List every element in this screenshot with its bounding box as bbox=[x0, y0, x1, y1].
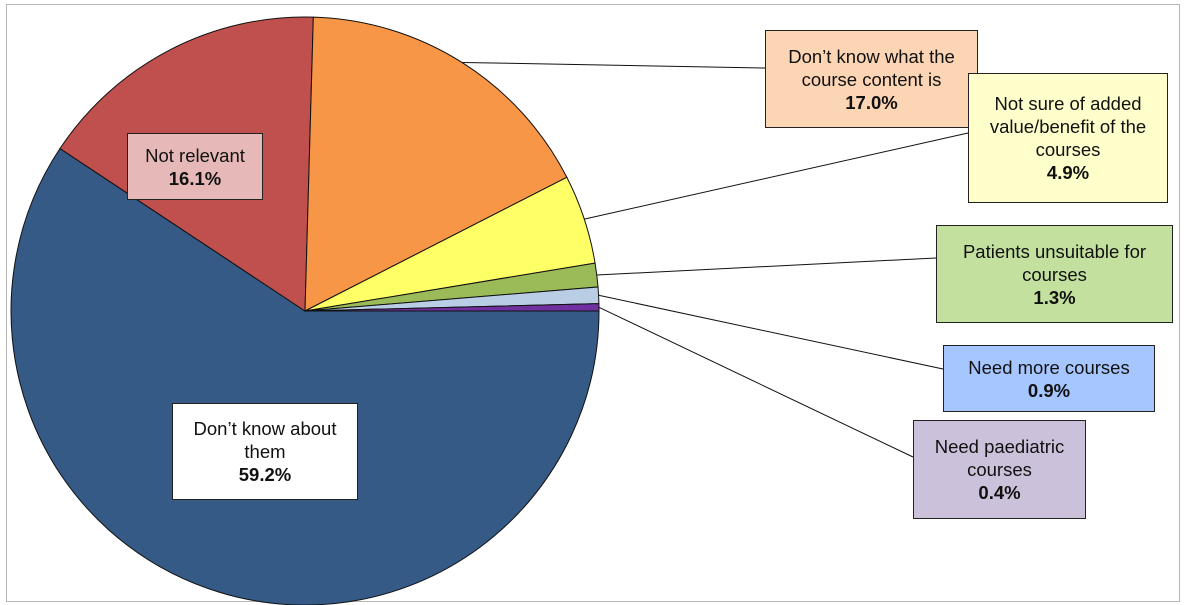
data-label-text: Not sure of added bbox=[994, 93, 1142, 114]
pie-slice-0 bbox=[10, 147, 600, 605]
leader-line-6 bbox=[598, 306, 914, 458]
data-label-value: 1.3% bbox=[1033, 286, 1076, 308]
pie-slice-2 bbox=[304, 16, 568, 312]
pie-slices bbox=[10, 16, 600, 605]
leader-lines bbox=[462, 61, 969, 458]
leader-line-2 bbox=[462, 61, 766, 69]
leader-line-5 bbox=[598, 294, 944, 370]
data-label-value: 4.9% bbox=[1046, 162, 1090, 183]
data-label-0: Don’t know about them 59.2% bbox=[172, 403, 358, 500]
data-label-text: Need more courses bbox=[968, 356, 1130, 378]
data-label-3: Not sure of added value/benefit of the cou… bbox=[968, 73, 1168, 203]
leader-line-4 bbox=[596, 257, 937, 276]
data-label-value: 17.0% bbox=[845, 91, 898, 113]
data-label-text: Need paediatric bbox=[934, 436, 1065, 457]
data-label-text: them bbox=[244, 441, 286, 462]
data-label-text: Don’t know about bbox=[193, 418, 337, 439]
data-label-2: Don’t know what the course content is 17.0… bbox=[765, 30, 978, 128]
data-label-text: Don’t know what the bbox=[788, 45, 955, 67]
data-label-value: 59.2% bbox=[238, 464, 292, 485]
data-label-text: Not relevant bbox=[145, 144, 245, 166]
data-label-1: Not relevant 16.1% bbox=[127, 133, 263, 200]
leader-line-3 bbox=[584, 132, 969, 220]
data-label-text: courses bbox=[1022, 263, 1087, 285]
data-label-4: Patients unsuitable for courses 1.3% bbox=[936, 225, 1173, 323]
data-label-value: 0.4% bbox=[978, 482, 1021, 503]
data-label-value: 0.9% bbox=[1027, 379, 1071, 401]
pie-slice-6 bbox=[304, 303, 600, 312]
data-label-text: value/benefit of the bbox=[989, 116, 1147, 137]
data-label-value: 16.1% bbox=[168, 167, 222, 189]
data-label-6: Need paediatric courses 0.4% bbox=[913, 420, 1086, 519]
data-label-text: courses bbox=[1035, 139, 1101, 160]
data-label-text: Patients unsuitable for bbox=[962, 240, 1147, 262]
data-label-text: course content is bbox=[801, 68, 942, 90]
data-label-5: Need more courses 0.9% bbox=[943, 345, 1155, 412]
data-label-text: courses bbox=[967, 459, 1032, 480]
